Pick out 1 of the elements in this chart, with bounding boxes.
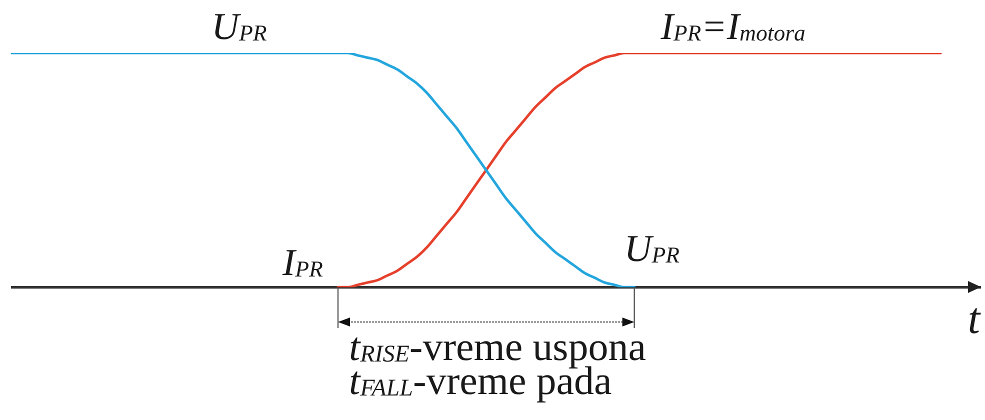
x-axis-title: t (968, 294, 982, 344)
